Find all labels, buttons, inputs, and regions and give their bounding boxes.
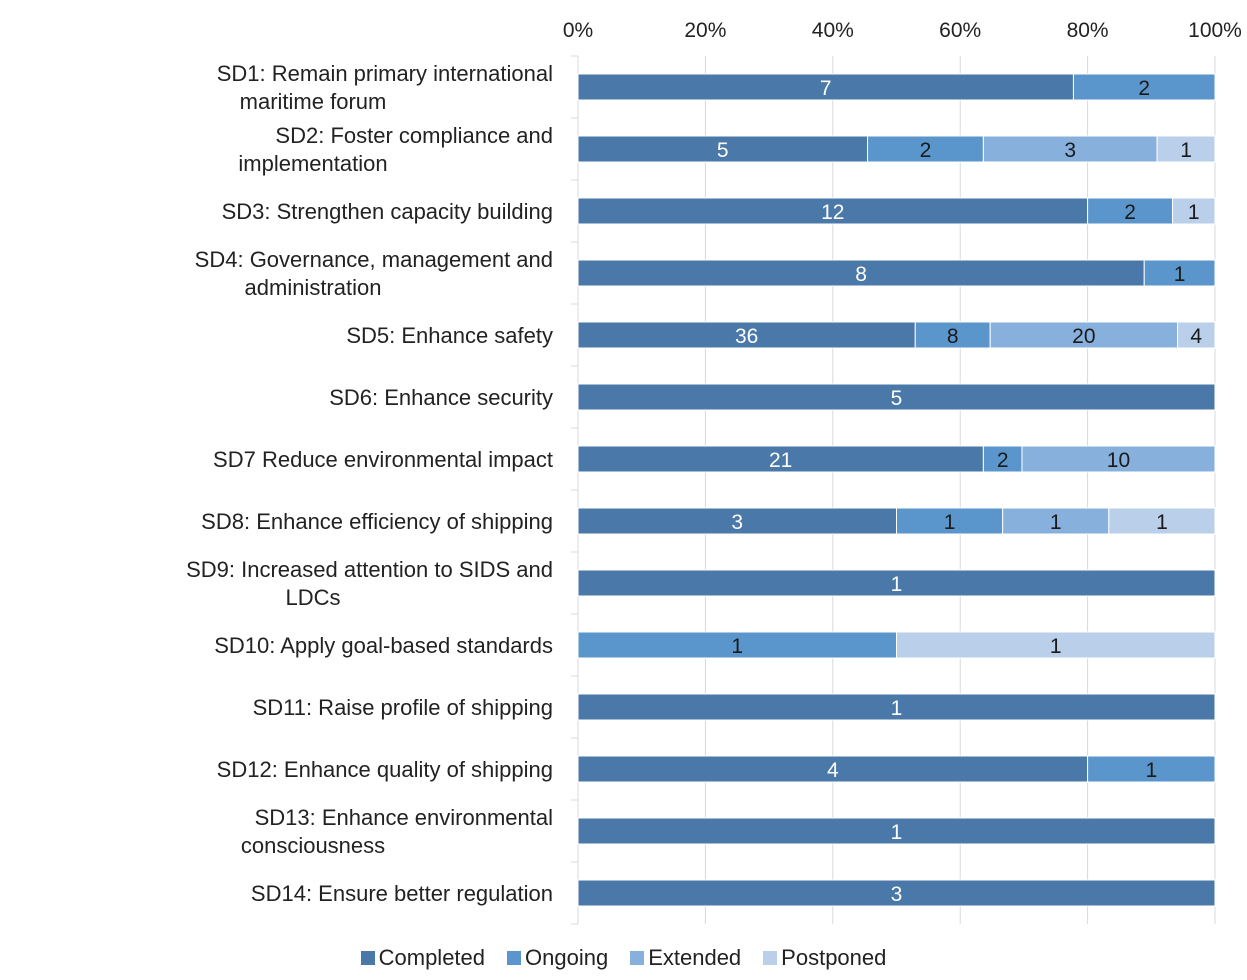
data-label: 1 (944, 511, 956, 534)
category-label: SD7 Reduce environmental impact (213, 447, 553, 472)
legend-swatch (630, 951, 645, 965)
x-tick-label: 80% (1067, 19, 1109, 42)
category-label: SD9: Increased attention to SIDS and LDCs (186, 557, 553, 610)
data-label: 1 (731, 635, 743, 658)
bar-segment (1087, 755, 1216, 783)
bar-segment (1108, 507, 1216, 535)
data-label: 2 (1138, 77, 1150, 100)
x-tick-label: 20% (684, 19, 726, 42)
data-label: 1 (1180, 139, 1192, 162)
data-label: 4 (1190, 325, 1202, 348)
bar-segment (914, 321, 991, 349)
bar-segment (867, 135, 984, 163)
bar-segment (1143, 259, 1216, 287)
data-label: 7 (820, 77, 832, 100)
data-label: 8 (947, 325, 959, 348)
data-label: 1 (1145, 759, 1157, 782)
data-label: 1 (891, 697, 903, 720)
data-label: 2 (1124, 201, 1136, 224)
legend-label: Completed (378, 945, 486, 970)
category-label: SD2: Foster compliance and implementation (238, 123, 553, 176)
bar-segment (1072, 73, 1216, 101)
legend-item: Postponed (763, 945, 886, 971)
data-label: 1 (891, 821, 903, 844)
legend-label: Extended (648, 945, 742, 970)
data-label: 3 (1064, 139, 1076, 162)
data-label: 8 (855, 263, 867, 286)
stacked-bar-chart: 0% 20% 40% 60% 80% 100% SD1: Remain primary in… (186, 19, 1242, 925)
bar-segment (577, 879, 1216, 907)
bar-segment (982, 445, 1023, 473)
x-tick-label: 100% (1188, 19, 1242, 42)
category-label: SD4: Governance, management and administr… (195, 247, 553, 300)
data-label: 36 (735, 325, 758, 348)
data-label: 3 (891, 883, 903, 906)
data-label: 10 (1107, 449, 1130, 472)
legend-swatch (360, 951, 375, 965)
data-label: 2 (920, 139, 932, 162)
bar-segment (577, 259, 1145, 287)
bar-segment (989, 321, 1179, 349)
data-label: 1 (1156, 511, 1168, 534)
legend-item: Ongoing (507, 945, 608, 971)
data-label: 5 (891, 387, 903, 410)
bar-segment (577, 631, 897, 659)
category-label: SD8: Enhance efficiency of shipping (201, 509, 553, 534)
x-tick-label: 60% (939, 19, 981, 42)
data-label: 1 (1188, 201, 1200, 224)
category-label: SD3: Strengthen capacity building (222, 199, 553, 224)
x-tick-label: 0% (563, 19, 593, 42)
legend-swatch (507, 951, 522, 965)
bar-segment (982, 135, 1158, 163)
data-label: 5 (717, 139, 729, 162)
category-label: SD12: Enhance quality of shipping (217, 757, 553, 782)
category-label: SD10: Apply goal-based standards (214, 633, 553, 658)
data-label: 4 (827, 759, 839, 782)
bar-segment (577, 197, 1089, 225)
data-label: 1 (891, 573, 903, 596)
category-label: SD13: Enhance environmental consciousness (241, 805, 553, 858)
legend: Completed Ongoing Extended Postponed (0, 945, 1247, 971)
category-label: SD5: Enhance safety (346, 323, 553, 348)
data-label: 2 (997, 449, 1009, 472)
x-tick-label: 40% (812, 19, 854, 42)
legend-item: Completed (360, 945, 486, 971)
bar-segment (577, 507, 897, 535)
data-label: 1 (1050, 635, 1062, 658)
legend-label: Postponed (781, 945, 887, 970)
bar-segment (577, 383, 1216, 411)
bar-segment (577, 321, 916, 349)
bar-segment (577, 569, 1216, 597)
bar-segment (896, 631, 1216, 659)
bar-segment (577, 693, 1216, 721)
bar-segment (1087, 197, 1174, 225)
legend-label: Ongoing (525, 945, 609, 970)
bar-segment (1172, 197, 1216, 225)
bar-segment (1021, 445, 1216, 473)
category-label: SD11: Raise profile of shipping (253, 695, 553, 720)
bar-segment (1156, 135, 1216, 163)
bar-segment (1177, 321, 1216, 349)
data-label: 3 (731, 511, 743, 534)
data-label: 12 (821, 201, 844, 224)
bar-segment (577, 817, 1216, 845)
data-label: 21 (769, 449, 792, 472)
category-label: SD14: Ensure better regulation (251, 881, 553, 906)
bar-segment (577, 135, 869, 163)
legend-item: Extended (630, 945, 741, 971)
data-label: 1 (1174, 263, 1186, 286)
category-label: SD6: Enhance security (329, 385, 553, 410)
data-label: 20 (1072, 325, 1095, 348)
bar-segment (577, 73, 1074, 101)
data-label: 1 (1050, 511, 1062, 534)
bar-segment (1002, 507, 1110, 535)
bar-segment (896, 507, 1004, 535)
category-label: SD1: Remain primary international maritim… (217, 61, 553, 114)
legend-swatch (763, 951, 778, 965)
